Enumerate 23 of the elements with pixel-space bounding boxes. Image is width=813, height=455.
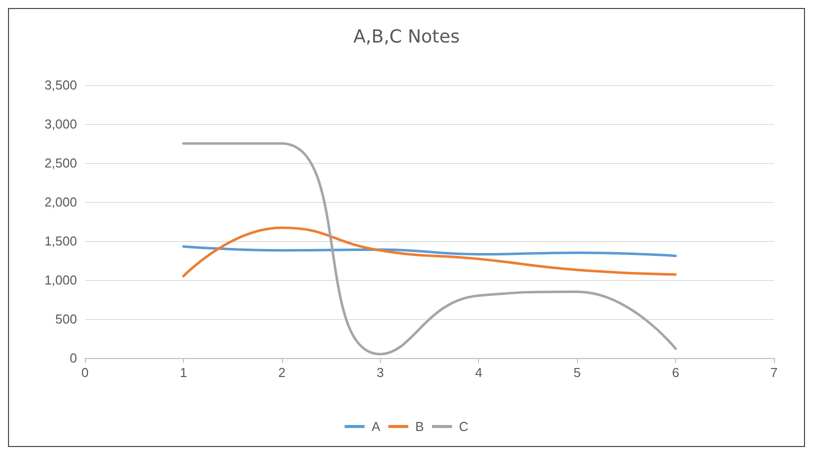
line-series — [182, 142, 677, 356]
chart-title: A,B,C Notes — [353, 26, 460, 48]
x-tick-label: 0 — [81, 365, 89, 380]
y-tick-label: 1,500 — [44, 234, 77, 248]
x-tick-label: 6 — [672, 365, 680, 380]
y-tick-label: 0 — [70, 350, 77, 366]
y-tick-label: 1,000 — [44, 272, 77, 288]
x-tick-label: 4 — [475, 365, 482, 380]
x-tick-label: 3 — [376, 365, 384, 380]
legend-label: B — [415, 419, 424, 434]
x-tick-label: 5 — [574, 365, 581, 380]
x-tick-label: 7 — [770, 365, 778, 380]
x-tick-label: 1 — [180, 365, 188, 380]
y-tick-label: 2,500 — [44, 156, 77, 170]
x-tick-label: 2 — [278, 365, 286, 380]
y-tick-label: 3,000 — [44, 116, 77, 132]
y-tick-label: 3,500 — [44, 78, 77, 92]
line-series — [182, 226, 677, 278]
y-tick-label: 2,000 — [44, 194, 77, 210]
legend-label: A — [372, 419, 381, 434]
y-tick-label: 500 — [55, 312, 77, 326]
line-series — [182, 245, 677, 258]
legend-label: C — [458, 419, 468, 434]
